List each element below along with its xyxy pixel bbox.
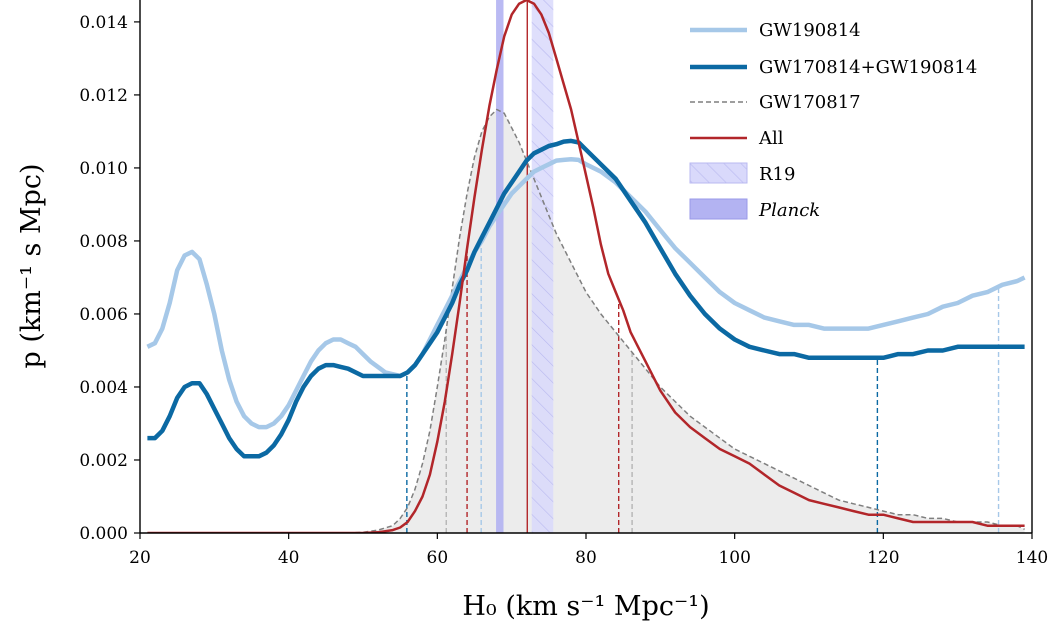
x-tick-label: 40 <box>278 548 300 568</box>
x-tick-label: 20 <box>129 548 151 568</box>
legend-swatch-r19-hatch <box>690 163 747 183</box>
legend-label-planck: Planck <box>758 200 820 221</box>
y-tick-label: 0.002 <box>79 451 128 471</box>
x-tick-label: 80 <box>575 548 597 568</box>
legend-label-all: All <box>758 128 784 149</box>
y-tick-label: 0.014 <box>79 13 128 33</box>
gw170817-fill <box>147 109 1025 533</box>
legend-label-gw190814: GW190814 <box>759 20 861 41</box>
y-axis-title: p (km⁻¹ s Mpc) <box>16 163 47 368</box>
planck-band <box>496 0 504 533</box>
x-axis-ticks: 20 40 60 80 100 120 140 <box>129 533 1048 568</box>
x-tick-label: 140 <box>1016 548 1048 568</box>
y-tick-label: 0.008 <box>79 232 128 252</box>
r19-band-hatch <box>531 0 554 533</box>
series-all <box>147 0 1025 533</box>
legend-label-gw170814-gw190814: GW170814+GW190814 <box>759 57 977 78</box>
y-tick-label: 0.000 <box>79 524 128 544</box>
y-tick-label: 0.004 <box>79 378 128 398</box>
y-axis-ticks: 0.000 0.002 0.004 0.006 0.008 0.010 0.012 0.014 <box>79 13 140 544</box>
legend-label-r19: R19 <box>759 164 795 185</box>
x-tick-label: 100 <box>718 548 750 568</box>
y-tick-label: 0.010 <box>79 159 128 179</box>
legend-swatch-planck <box>689 198 748 220</box>
legend: GW190814 GW170814+GW190814 GW170817 All … <box>689 20 977 221</box>
series-gw170814-gw190814 <box>147 138 1025 459</box>
x-axis-title: H₀ (km s⁻¹ Mpc⁻¹) <box>462 591 709 622</box>
y-tick-label: 0.012 <box>79 86 128 106</box>
x-tick-label: 120 <box>867 548 899 568</box>
y-tick-label: 0.006 <box>79 305 128 325</box>
series-gw170817 <box>147 108 1025 533</box>
x-tick-label: 60 <box>427 548 449 568</box>
legend-label-gw170817: GW170817 <box>759 92 861 113</box>
plot-area <box>146 0 1026 533</box>
